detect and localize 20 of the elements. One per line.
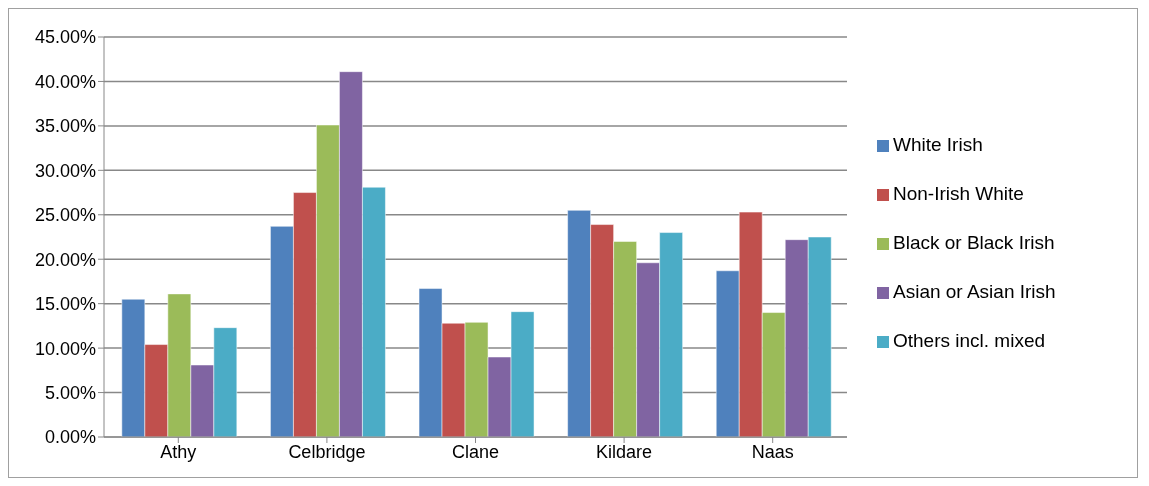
x-tick-label: Naas: [751, 441, 794, 462]
x-tick-label: Celbridge: [288, 441, 366, 462]
x-tick-label: Clane: [451, 441, 500, 462]
legend-label: Others incl. mixed: [893, 329, 1046, 351]
y-tick-label: 5.00%: [44, 382, 96, 403]
x-tick-label: Athy: [160, 441, 197, 462]
y-tick-label: 40.00%: [34, 71, 96, 92]
legend-label: Black or Black Irish: [893, 231, 1055, 253]
legend-label: White Irish: [893, 133, 983, 155]
y-tick-label: 35.00%: [34, 116, 96, 137]
legend-label: Asian or Asian Irish: [893, 280, 1056, 302]
x-tick-label: Kildare: [596, 441, 653, 462]
y-tick-label: 10.00%: [34, 338, 96, 359]
y-tick-label: 0.00%: [44, 427, 96, 448]
y-tick-label: 25.00%: [34, 205, 96, 226]
y-tick-label: 20.00%: [34, 249, 96, 270]
y-tick-label: 45.00%: [34, 27, 96, 48]
y-tick-label: 30.00%: [34, 160, 96, 181]
y-tick-label: 15.00%: [34, 294, 96, 315]
legend-label: Non-Irish White: [893, 182, 1024, 204]
